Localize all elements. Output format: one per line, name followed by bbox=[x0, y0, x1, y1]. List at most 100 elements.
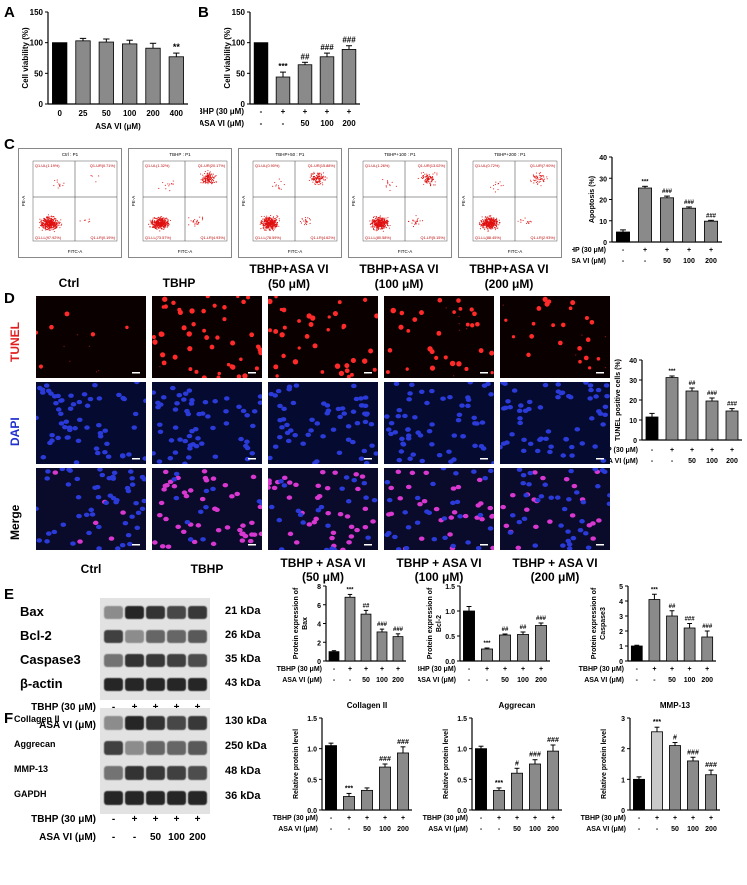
scatter-dot bbox=[271, 219, 274, 222]
merge-nucleus bbox=[157, 513, 163, 518]
scatter-dot bbox=[494, 191, 496, 193]
treatment-value: 50 bbox=[501, 677, 509, 684]
dapi-nucleus bbox=[320, 434, 326, 439]
dapi-nucleus bbox=[62, 424, 68, 430]
scatter-dot bbox=[51, 226, 53, 228]
y-tick-label: 40 bbox=[629, 358, 637, 365]
merge-nucleus bbox=[426, 510, 433, 516]
scatter-dot bbox=[542, 175, 544, 177]
scatter-dot bbox=[50, 226, 52, 228]
significance-label: ## bbox=[502, 627, 509, 633]
scatter-dot bbox=[389, 227, 391, 229]
bar bbox=[685, 390, 699, 441]
x-axis-label: FITC-A bbox=[508, 249, 523, 254]
scatter-dot bbox=[172, 183, 174, 185]
merge-nucleus bbox=[487, 468, 494, 474]
scatter-dot bbox=[53, 224, 55, 226]
y-axis-label-line: Protein expression of bbox=[591, 587, 598, 659]
merge-nucleus bbox=[210, 476, 217, 481]
dapi-nucleus bbox=[257, 394, 262, 399]
dapi-nucleus bbox=[156, 459, 163, 464]
scatter-dot bbox=[316, 176, 318, 178]
dapi-nucleus bbox=[330, 427, 337, 432]
merge-nucleus bbox=[538, 494, 545, 499]
treatment-value: + bbox=[152, 814, 159, 825]
tunel-cell bbox=[152, 339, 158, 345]
scatter-dot bbox=[207, 174, 209, 176]
scale-bar bbox=[364, 458, 372, 460]
scatter-dot bbox=[51, 229, 53, 231]
merge-nucleus bbox=[125, 532, 132, 538]
treatment-value: + bbox=[673, 815, 677, 822]
scatter-dot bbox=[535, 172, 537, 174]
scatter-dot bbox=[154, 226, 156, 228]
merge-nucleus bbox=[212, 506, 218, 512]
scatter-dot bbox=[264, 221, 266, 223]
dapi-nucleus bbox=[198, 441, 205, 446]
dapi-nucleus bbox=[602, 412, 609, 418]
merge-nucleus bbox=[524, 507, 530, 512]
dapi-nucleus bbox=[587, 396, 593, 401]
merge-nucleus bbox=[203, 488, 210, 494]
blot-band bbox=[125, 630, 144, 643]
scatter-dot bbox=[206, 173, 208, 175]
merge-nucleus bbox=[465, 540, 471, 545]
significance-label: *** bbox=[346, 587, 354, 593]
treatment-value: + bbox=[146, 702, 165, 713]
scatter-dot bbox=[156, 221, 158, 223]
merge-nucleus bbox=[489, 513, 494, 519]
scatter-dot bbox=[379, 228, 381, 230]
tunel-cell bbox=[429, 365, 436, 371]
scatter-dot bbox=[380, 223, 382, 226]
merge-nucleus bbox=[215, 527, 222, 533]
y-tick-label: 4 bbox=[619, 599, 623, 606]
merge-nucleus bbox=[548, 495, 555, 500]
tunel-cell bbox=[90, 332, 96, 337]
scatter-dot bbox=[43, 217, 45, 219]
blot-band bbox=[188, 606, 207, 619]
tunel-cell bbox=[159, 332, 165, 337]
tunel-cell bbox=[152, 335, 156, 340]
merge-nucleus bbox=[384, 532, 390, 538]
dapi-nucleus bbox=[472, 421, 478, 426]
scatter-dot bbox=[58, 184, 61, 186]
merge-nucleus bbox=[76, 513, 82, 519]
tunel-faint bbox=[604, 366, 607, 369]
treatment-value: + bbox=[670, 447, 674, 454]
dapi-nucleus bbox=[143, 398, 146, 403]
scatter-dot bbox=[314, 179, 317, 181]
scatter-dot bbox=[54, 225, 56, 227]
scatter-dot bbox=[267, 217, 269, 219]
significance-label: ### bbox=[342, 36, 356, 45]
dapi-nucleus bbox=[392, 430, 399, 435]
tunel-cell bbox=[390, 307, 397, 314]
scatter-dot bbox=[372, 224, 374, 226]
quadrant-ul: Q1-UL(0.90%) bbox=[255, 164, 280, 168]
merge-nucleus bbox=[318, 504, 325, 510]
microscopy-tile bbox=[500, 296, 610, 378]
scatter-dot bbox=[383, 224, 386, 226]
scatter-dot bbox=[314, 176, 316, 178]
flow-group-label: TBHP+ASA VI (50 μM) bbox=[234, 262, 344, 292]
merge-nucleus bbox=[540, 475, 546, 481]
dapi-nucleus bbox=[361, 448, 368, 454]
tunel-cell bbox=[437, 297, 443, 303]
scatter-dot bbox=[316, 182, 318, 184]
dapi-nucleus bbox=[354, 420, 361, 426]
quadrant-ul: Q1-UL(1.19%) bbox=[35, 164, 60, 168]
scatter-dot bbox=[486, 225, 488, 227]
merge-nucleus bbox=[362, 506, 369, 512]
scatter-dot bbox=[270, 219, 272, 221]
scatter-dot bbox=[162, 224, 164, 226]
scatter-dot bbox=[379, 224, 382, 226]
tunel-cell bbox=[464, 366, 469, 372]
tile-background bbox=[268, 468, 378, 550]
scatter-dot bbox=[268, 218, 270, 220]
scatter-dot bbox=[41, 221, 43, 223]
scatter-dot bbox=[415, 215, 417, 217]
scatter-dot bbox=[272, 230, 274, 232]
merge-nucleus bbox=[114, 497, 120, 503]
scatter-dot bbox=[272, 219, 275, 221]
tunel-cell bbox=[326, 328, 330, 332]
flow-plot: TBHP+100 : P1 Q1-UL(1.26%) Q1-UR(13.02%) Q1… bbox=[348, 148, 452, 258]
